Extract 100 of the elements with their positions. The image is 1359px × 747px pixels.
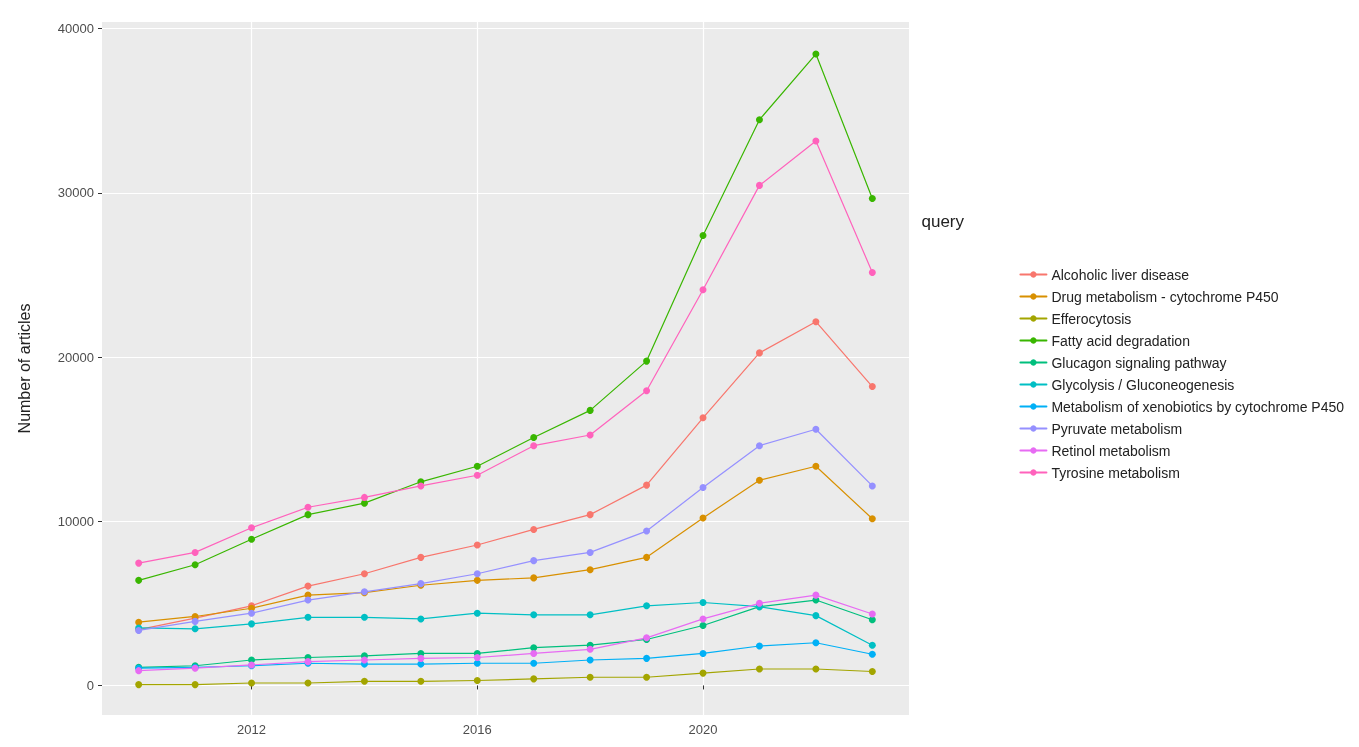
point (812, 462, 820, 470)
point (868, 268, 876, 276)
point (643, 654, 651, 662)
legend-label: Retinol metabolism (1051, 442, 1171, 459)
legend-label: Glucagon signaling pathway (1051, 354, 1227, 371)
point (868, 482, 876, 490)
point (191, 681, 199, 689)
y-tick-label: 30000 (57, 185, 94, 201)
point (699, 286, 707, 294)
point (755, 642, 763, 650)
point (360, 499, 368, 507)
point (248, 620, 256, 628)
y-tick-label: 40000 (57, 21, 94, 37)
point (812, 425, 820, 433)
point (530, 525, 538, 533)
x-tick-label: 2016 (462, 722, 492, 737)
point (530, 649, 538, 657)
point (473, 609, 481, 617)
x-tick-label: 2020 (688, 722, 718, 737)
point (191, 625, 199, 633)
point (868, 610, 876, 618)
point (417, 654, 425, 662)
point (586, 645, 594, 653)
point (812, 639, 820, 647)
legend-label: Efferocytosis (1051, 310, 1132, 327)
point (473, 654, 481, 662)
point (699, 484, 707, 492)
point (755, 349, 763, 357)
point (755, 665, 763, 673)
point (304, 511, 312, 519)
point (586, 673, 594, 681)
legend-label: Alcoholic liver disease (1051, 266, 1190, 283)
point (304, 613, 312, 621)
point (248, 679, 256, 687)
point (530, 433, 538, 441)
point (360, 493, 368, 501)
point (699, 599, 707, 607)
point (868, 667, 876, 675)
y-tick-label: 20000 (57, 349, 94, 365)
point (248, 609, 256, 617)
point (304, 503, 312, 511)
point (699, 414, 707, 422)
point (586, 566, 594, 574)
point (135, 559, 143, 567)
point (755, 476, 763, 484)
point (135, 576, 143, 584)
point (643, 553, 651, 561)
legend-label: Pyruvate metabolism (1051, 420, 1183, 437)
point (586, 656, 594, 664)
y-tick-label: 10000 (57, 513, 94, 529)
legend-label: Glycolysis / Gluconeogenesis (1051, 376, 1235, 393)
point (530, 574, 538, 582)
point (191, 561, 199, 569)
point (360, 570, 368, 578)
point (868, 195, 876, 203)
point (699, 231, 707, 239)
point (530, 644, 538, 652)
point (530, 611, 538, 619)
legend-title: query (921, 212, 965, 231)
point (360, 656, 368, 664)
point (812, 318, 820, 326)
point (473, 677, 481, 685)
legend-label: Drug metabolism - cytochrome P450 (1051, 288, 1279, 305)
point (643, 527, 651, 535)
point (868, 641, 876, 649)
point (473, 570, 481, 578)
point (643, 673, 651, 681)
point (417, 482, 425, 490)
legend-label: Metabolism of xenobiotics by cytochrome P450 (1051, 398, 1345, 415)
point (699, 622, 707, 629)
point (530, 557, 538, 565)
point (586, 611, 594, 619)
point (530, 659, 538, 667)
y-tick-label: 0 (86, 677, 94, 693)
point (868, 383, 876, 391)
point (812, 612, 820, 620)
point (586, 406, 594, 414)
point (248, 524, 256, 532)
point (643, 387, 651, 395)
point (699, 649, 707, 657)
point (868, 515, 876, 523)
point (417, 553, 425, 561)
point (360, 677, 368, 685)
point (586, 511, 594, 519)
point (755, 442, 763, 450)
point (248, 535, 256, 543)
point (643, 602, 651, 610)
point (360, 613, 368, 621)
point (417, 677, 425, 685)
point (530, 442, 538, 450)
point (643, 481, 651, 489)
point (530, 675, 538, 683)
x-tick-label: 2012 (237, 722, 267, 737)
point (755, 181, 763, 189)
point (473, 576, 481, 584)
y-axis-title: Number of articles (15, 303, 33, 434)
point (417, 615, 425, 623)
point (586, 548, 594, 556)
point (868, 650, 876, 658)
point (473, 462, 481, 470)
